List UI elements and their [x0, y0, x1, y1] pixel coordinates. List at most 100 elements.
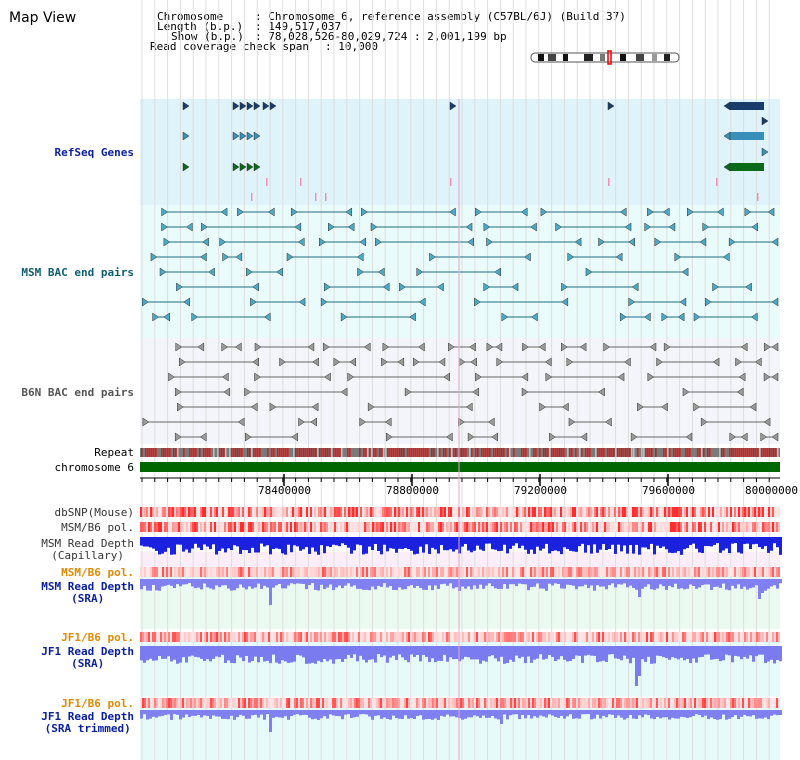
depth-bar: [740, 646, 743, 660]
depth-bar: [506, 646, 509, 664]
depth-bar: [317, 710, 320, 720]
depth-bar: [575, 579, 578, 590]
heatmap-cell: [764, 507, 766, 517]
heatmap-cell: [142, 698, 144, 708]
bac-end-icon: [605, 417, 612, 427]
bac-end-icon: [458, 417, 465, 427]
heatmap-cell: [336, 632, 338, 642]
depth-bar: [434, 579, 437, 586]
heatmap-cell: [442, 698, 444, 708]
depth-bar: [245, 710, 248, 719]
heatmap-cell: [376, 698, 378, 708]
depth-bar: [536, 646, 539, 659]
heatmap-cell: [500, 698, 502, 708]
heatmap-cell: [644, 567, 646, 577]
repeat-mark: [427, 448, 429, 457]
repeat-mark: [393, 448, 395, 457]
depth-bar: [173, 579, 176, 589]
depth-bar: [734, 537, 737, 544]
depth-bar: [674, 646, 677, 659]
bac-end-icon: [200, 252, 207, 262]
depth-bar: [503, 537, 506, 545]
heatmap-cell: [540, 522, 542, 532]
depth-bar: [392, 579, 395, 590]
heatmap-cell: [228, 507, 230, 517]
repeat-mark: [271, 448, 273, 457]
heatmap-cell: [668, 567, 670, 577]
heatmap-cell: [270, 507, 272, 517]
heatmap-cell: [514, 632, 516, 642]
depth-bar: [182, 710, 185, 718]
heatmap-cell: [718, 632, 720, 642]
heatmap-cell: [146, 507, 148, 517]
repeat-mark: [625, 448, 627, 457]
heatmap-cell: [244, 507, 246, 517]
heatmap-cell: [248, 632, 250, 642]
heatmap-cell: [760, 632, 762, 642]
heatmap-cell: [674, 698, 676, 708]
heatmap-cell: [324, 698, 326, 708]
depth-bar: [776, 710, 779, 716]
heatmap-cell: [212, 698, 214, 708]
heatmap-cell: [254, 507, 256, 517]
heatmap-cell: [430, 567, 432, 577]
repeat-mark: [737, 448, 739, 457]
heatmap-cell: [334, 567, 336, 577]
repeat-mark: [313, 448, 315, 457]
depth-bar: [308, 579, 311, 586]
heatmap-cell: [676, 632, 678, 642]
depth-bar: [206, 646, 209, 660]
b6n-bac-label: B6N BAC end pairs: [21, 386, 134, 399]
heatmap-cell: [140, 698, 142, 708]
heatmap-cell: [382, 567, 384, 577]
heatmap-cell: [452, 522, 454, 532]
heatmap-cell: [364, 507, 366, 517]
msm-depth-sra-line1: MSM Read Depth: [41, 580, 134, 593]
heatmap-cell: [468, 522, 470, 532]
heatmap-cell: [154, 507, 156, 517]
heatmap-cell: [384, 698, 386, 708]
bac-end-icon: [357, 267, 364, 277]
depth-bar: [257, 710, 260, 718]
heatmap-cell: [774, 507, 776, 517]
depth-bar: [341, 710, 344, 720]
depth-bar: [764, 537, 767, 547]
depth-bar: [392, 537, 395, 549]
repeat-mark: [615, 448, 617, 457]
bac-end-icon: [722, 252, 730, 262]
depth-bar: [695, 537, 698, 549]
repeat-mark: [295, 448, 297, 457]
depth-bar: [593, 710, 596, 719]
heatmap-cell: [726, 522, 728, 532]
heatmap-cell: [220, 507, 222, 517]
depth-bar: [494, 646, 497, 659]
depth-bar: [482, 579, 485, 589]
depth-bar: [602, 646, 605, 661]
heatmap-cell: [530, 567, 532, 577]
depth-bar: [509, 710, 512, 716]
heatmap-cell: [204, 632, 206, 642]
heatmap-cell: [584, 567, 586, 577]
heatmap-cell: [442, 507, 444, 517]
repeat-mark: [417, 448, 419, 457]
repeat-mark: [763, 448, 765, 457]
heatmap-cell: [640, 698, 642, 708]
heatmap-cell: [564, 632, 566, 642]
depth-bar: [440, 579, 443, 585]
depth-bar: [329, 579, 332, 585]
heatmap-cell: [314, 632, 316, 642]
heatmap-cell: [366, 698, 368, 708]
heatmap-cell: [398, 522, 400, 532]
depth-bar: [254, 537, 257, 553]
heatmap-cell: [510, 632, 512, 642]
depth-bar: [683, 646, 686, 661]
repeat-mark: [607, 448, 609, 457]
heatmap-cell: [492, 632, 494, 642]
depth-bar: [626, 646, 629, 659]
heatmap-cell: [752, 567, 754, 577]
heatmap-cell: [414, 507, 416, 517]
heatmap-cell: [330, 507, 332, 517]
depth-bar: [614, 579, 617, 588]
depth-bar: [443, 646, 446, 655]
depth-bar: [710, 646, 713, 660]
